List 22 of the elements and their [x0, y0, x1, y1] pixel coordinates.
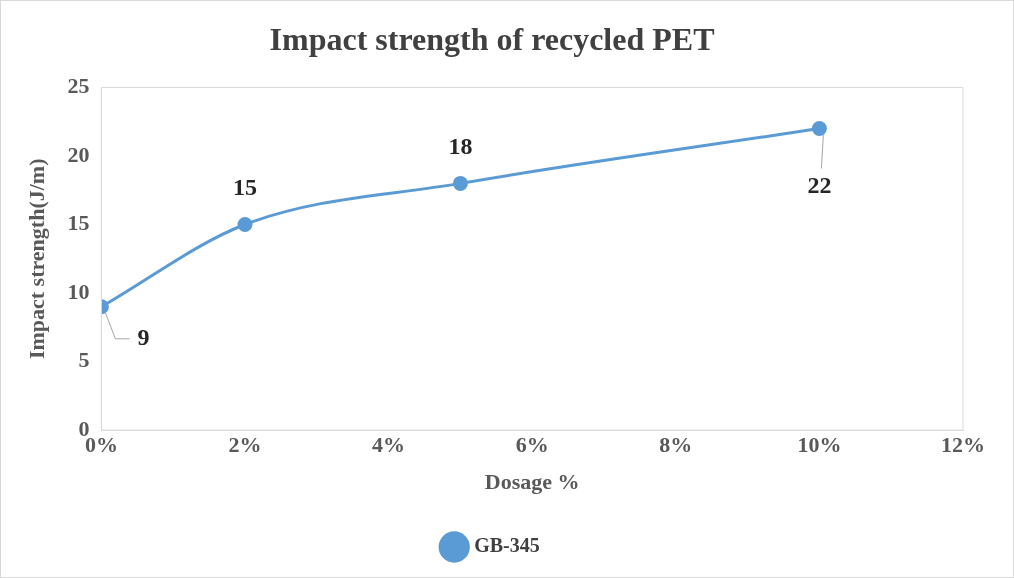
y-tick-label: 10: [67, 278, 90, 304]
data-label: 22: [807, 171, 832, 198]
x-tick-label: 2%: [228, 432, 262, 458]
y-tick-label: 20: [67, 141, 90, 167]
x-tick-label: 10%: [797, 432, 842, 458]
legend-label: GB-345: [474, 534, 540, 557]
x-axis-title: Dosage %: [484, 469, 580, 495]
x-tick-label: 6%: [515, 432, 549, 458]
y-tick-label: 15: [67, 210, 90, 236]
x-tick-label: 12%: [941, 432, 985, 458]
y-axis-title: Impact strength(J/m): [23, 158, 49, 360]
data-label: 15: [233, 173, 257, 200]
point: [452, 175, 468, 191]
data-label: 9: [137, 324, 150, 350]
point: [811, 121, 827, 137]
point: [237, 217, 253, 233]
y-tick-label: 5: [78, 347, 90, 373]
x-tick-label: 4%: [372, 432, 406, 458]
x-tick-label: 8%: [659, 432, 693, 458]
y-tick-label: 25: [67, 73, 90, 99]
data-label: 18: [448, 132, 473, 159]
chart-title: Impact strength of recycled PET: [269, 21, 715, 58]
